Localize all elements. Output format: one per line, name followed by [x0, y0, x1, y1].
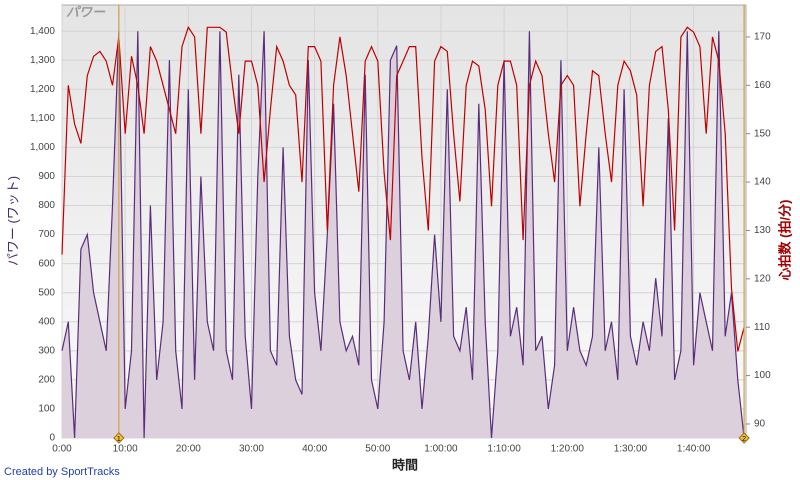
y-tick-label: 1,200 [30, 84, 55, 95]
y-tick-label: 1,100 [30, 113, 55, 124]
y2-tick-label: 170 [754, 32, 771, 43]
y-tick-label: 900 [38, 171, 55, 182]
x-tick-label: 30:00 [239, 444, 264, 455]
y2-tick-label: 160 [754, 80, 771, 91]
y2-tick-label: 110 [754, 322, 770, 333]
marker-label: 2 [742, 436, 746, 443]
footer: Created by SportTracks [4, 466, 120, 478]
x-tick-label: 1:10:00 [487, 444, 521, 455]
y2-tick-label: 150 [754, 128, 771, 139]
x-tick-label: 1:40:00 [677, 444, 711, 455]
x-tick-label: 1:30:00 [614, 444, 648, 455]
y2-tick-label: 120 [754, 273, 771, 284]
x-axis-label: 時間 [392, 457, 418, 472]
y2-tick-label: 130 [754, 225, 771, 236]
y2-tick-label: 100 [754, 370, 771, 381]
y-tick-label: 1,000 [30, 142, 55, 153]
y-tick-label: 700 [38, 229, 55, 240]
marker-diamond [738, 432, 750, 444]
y2-tick-label: 140 [754, 177, 771, 188]
line [61, 25, 745, 352]
y-tick-label: 1,400 [30, 26, 55, 37]
y-tick-label: 800 [38, 200, 55, 211]
line [61, 31, 745, 439]
marker-diamond [113, 432, 125, 444]
y-tick-label: 300 [38, 345, 55, 356]
y-tick-label: 1,300 [30, 55, 55, 66]
y-tick-label: 200 [38, 375, 55, 386]
marker-label: 1 [117, 436, 121, 443]
y-tick-label: 500 [38, 287, 55, 298]
x-tick-label: 20:00 [176, 444, 201, 455]
area [62, 31, 745, 438]
y-axis-label: パワー (ワット) [5, 176, 20, 266]
x-tick-label: 1:20:00 [551, 444, 585, 455]
chart-title: パワー [66, 4, 106, 19]
y-tick-label: 400 [38, 316, 55, 327]
x-tick-label: 50:00 [365, 444, 390, 455]
y-tick-label: 100 [38, 404, 55, 415]
x-tick-label: 40:00 [302, 444, 327, 455]
x-tick-label: 1:00:00 [424, 444, 458, 455]
y2-tick-label: 90 [754, 419, 766, 430]
y-tick-label: 0 [49, 433, 55, 444]
y2-axis-label: 心拍数 (拍/分) [777, 200, 792, 281]
x-tick-label: 0:00 [52, 444, 72, 455]
y-tick-label: 600 [38, 258, 55, 269]
x-tick-label: 10:00 [113, 444, 138, 455]
